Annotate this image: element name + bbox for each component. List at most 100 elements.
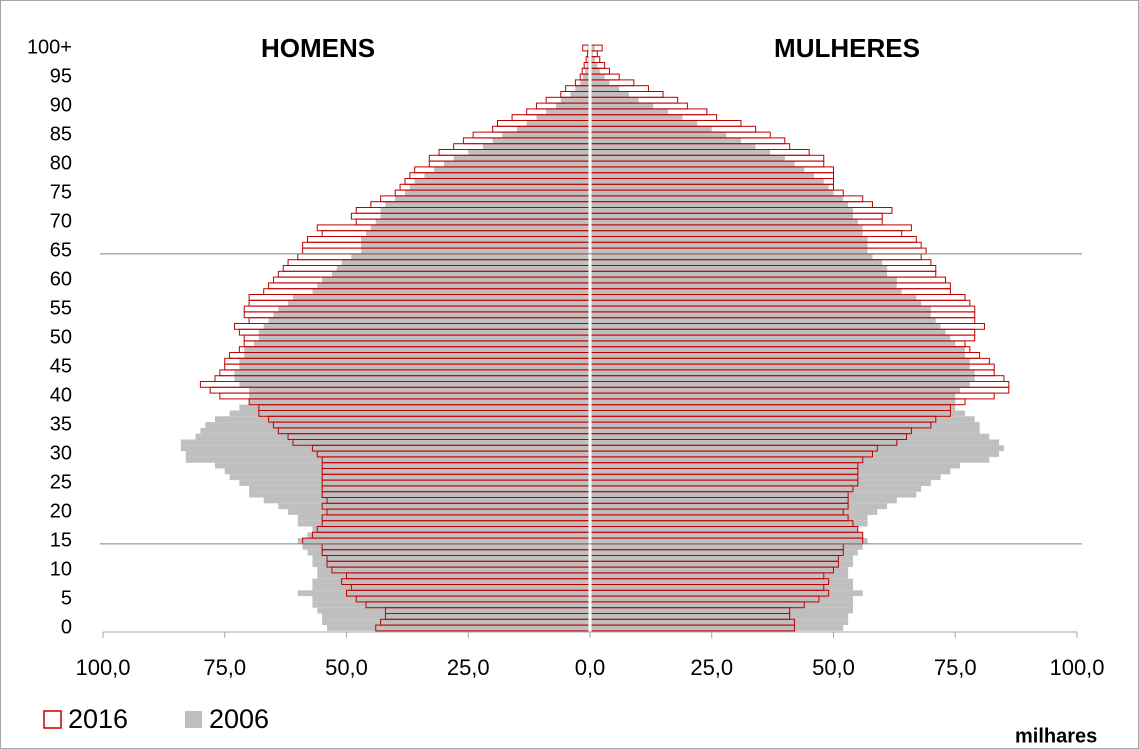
bar	[453, 155, 590, 162]
bar	[590, 543, 863, 550]
bar	[590, 526, 858, 533]
bar	[229, 474, 590, 481]
bar	[590, 358, 970, 365]
bar	[590, 538, 868, 544]
bar	[239, 364, 591, 370]
bar	[590, 97, 639, 104]
bar	[586, 62, 590, 69]
bar	[322, 277, 590, 283]
bar	[590, 451, 1000, 457]
bar	[590, 178, 824, 185]
y-tick-label: 100+	[27, 36, 72, 58]
bar	[590, 555, 853, 562]
bar	[590, 219, 858, 225]
bar	[468, 149, 590, 156]
y-tick-label: 40	[50, 384, 72, 406]
bar	[590, 85, 620, 92]
bar	[297, 520, 590, 527]
bar	[590, 439, 1000, 446]
bar	[590, 248, 868, 254]
bar	[312, 288, 590, 295]
bar	[590, 590, 863, 597]
bar	[560, 97, 590, 104]
y-tick-label: 60	[50, 268, 72, 290]
bar	[590, 514, 868, 521]
bar	[365, 230, 590, 237]
y-tick-label: 70	[50, 210, 72, 232]
bar	[590, 572, 849, 579]
bar	[185, 456, 591, 463]
bar	[590, 277, 897, 283]
bar	[590, 265, 888, 272]
bar	[590, 416, 975, 423]
bar	[302, 543, 590, 550]
bar	[590, 253, 873, 260]
bar	[590, 306, 931, 312]
bar	[590, 108, 668, 115]
bar	[351, 253, 590, 260]
bar	[297, 514, 590, 521]
bar	[590, 120, 698, 127]
bar	[590, 74, 605, 80]
bar	[322, 613, 590, 620]
bar	[590, 56, 595, 63]
bar	[336, 265, 590, 272]
y-tick-label: 90	[50, 94, 72, 116]
y-tick-label: 95	[50, 65, 72, 87]
bar	[234, 375, 591, 382]
bar	[239, 381, 591, 388]
bar	[590, 364, 970, 370]
bar	[590, 375, 975, 382]
bar	[414, 178, 590, 185]
right-title: MULHERES	[774, 33, 920, 63]
bar	[297, 538, 590, 544]
bar	[590, 91, 629, 98]
bar	[322, 619, 590, 626]
bar	[590, 155, 785, 162]
bar	[361, 236, 590, 243]
bar	[258, 329, 590, 336]
bar	[536, 114, 590, 121]
bar	[361, 242, 590, 249]
bar	[180, 439, 591, 446]
bar	[590, 393, 956, 399]
bar	[590, 207, 853, 214]
bar	[526, 120, 590, 127]
bar	[590, 195, 844, 202]
bar	[590, 352, 965, 359]
bar	[312, 601, 590, 608]
bar	[292, 294, 590, 301]
bar	[590, 520, 868, 527]
bar	[249, 491, 590, 498]
x-tick-label: 75,0	[934, 655, 977, 680]
bar	[263, 497, 590, 504]
bar	[590, 422, 980, 428]
bar	[590, 497, 897, 504]
bar	[253, 340, 590, 347]
bar	[502, 132, 590, 138]
bar	[590, 549, 858, 556]
bar	[370, 224, 590, 231]
bar	[263, 323, 590, 330]
bar	[244, 352, 591, 359]
bar	[590, 503, 888, 510]
y-tick-label: 5	[61, 587, 72, 609]
bar	[590, 236, 868, 243]
bar	[273, 311, 590, 318]
bar	[590, 584, 853, 591]
bar	[239, 404, 591, 411]
bar	[244, 346, 591, 353]
y-tick-label: 15	[50, 529, 72, 551]
bar	[555, 103, 590, 109]
bar	[590, 300, 922, 307]
bar	[590, 143, 756, 150]
bar	[590, 532, 863, 539]
bar	[570, 91, 590, 98]
bar	[590, 161, 795, 167]
bar	[590, 242, 868, 249]
bar	[317, 572, 590, 579]
y-tick-label: 50	[50, 326, 72, 348]
bar	[590, 607, 853, 614]
bar	[288, 300, 590, 307]
y-tick-label: 80	[50, 152, 72, 174]
